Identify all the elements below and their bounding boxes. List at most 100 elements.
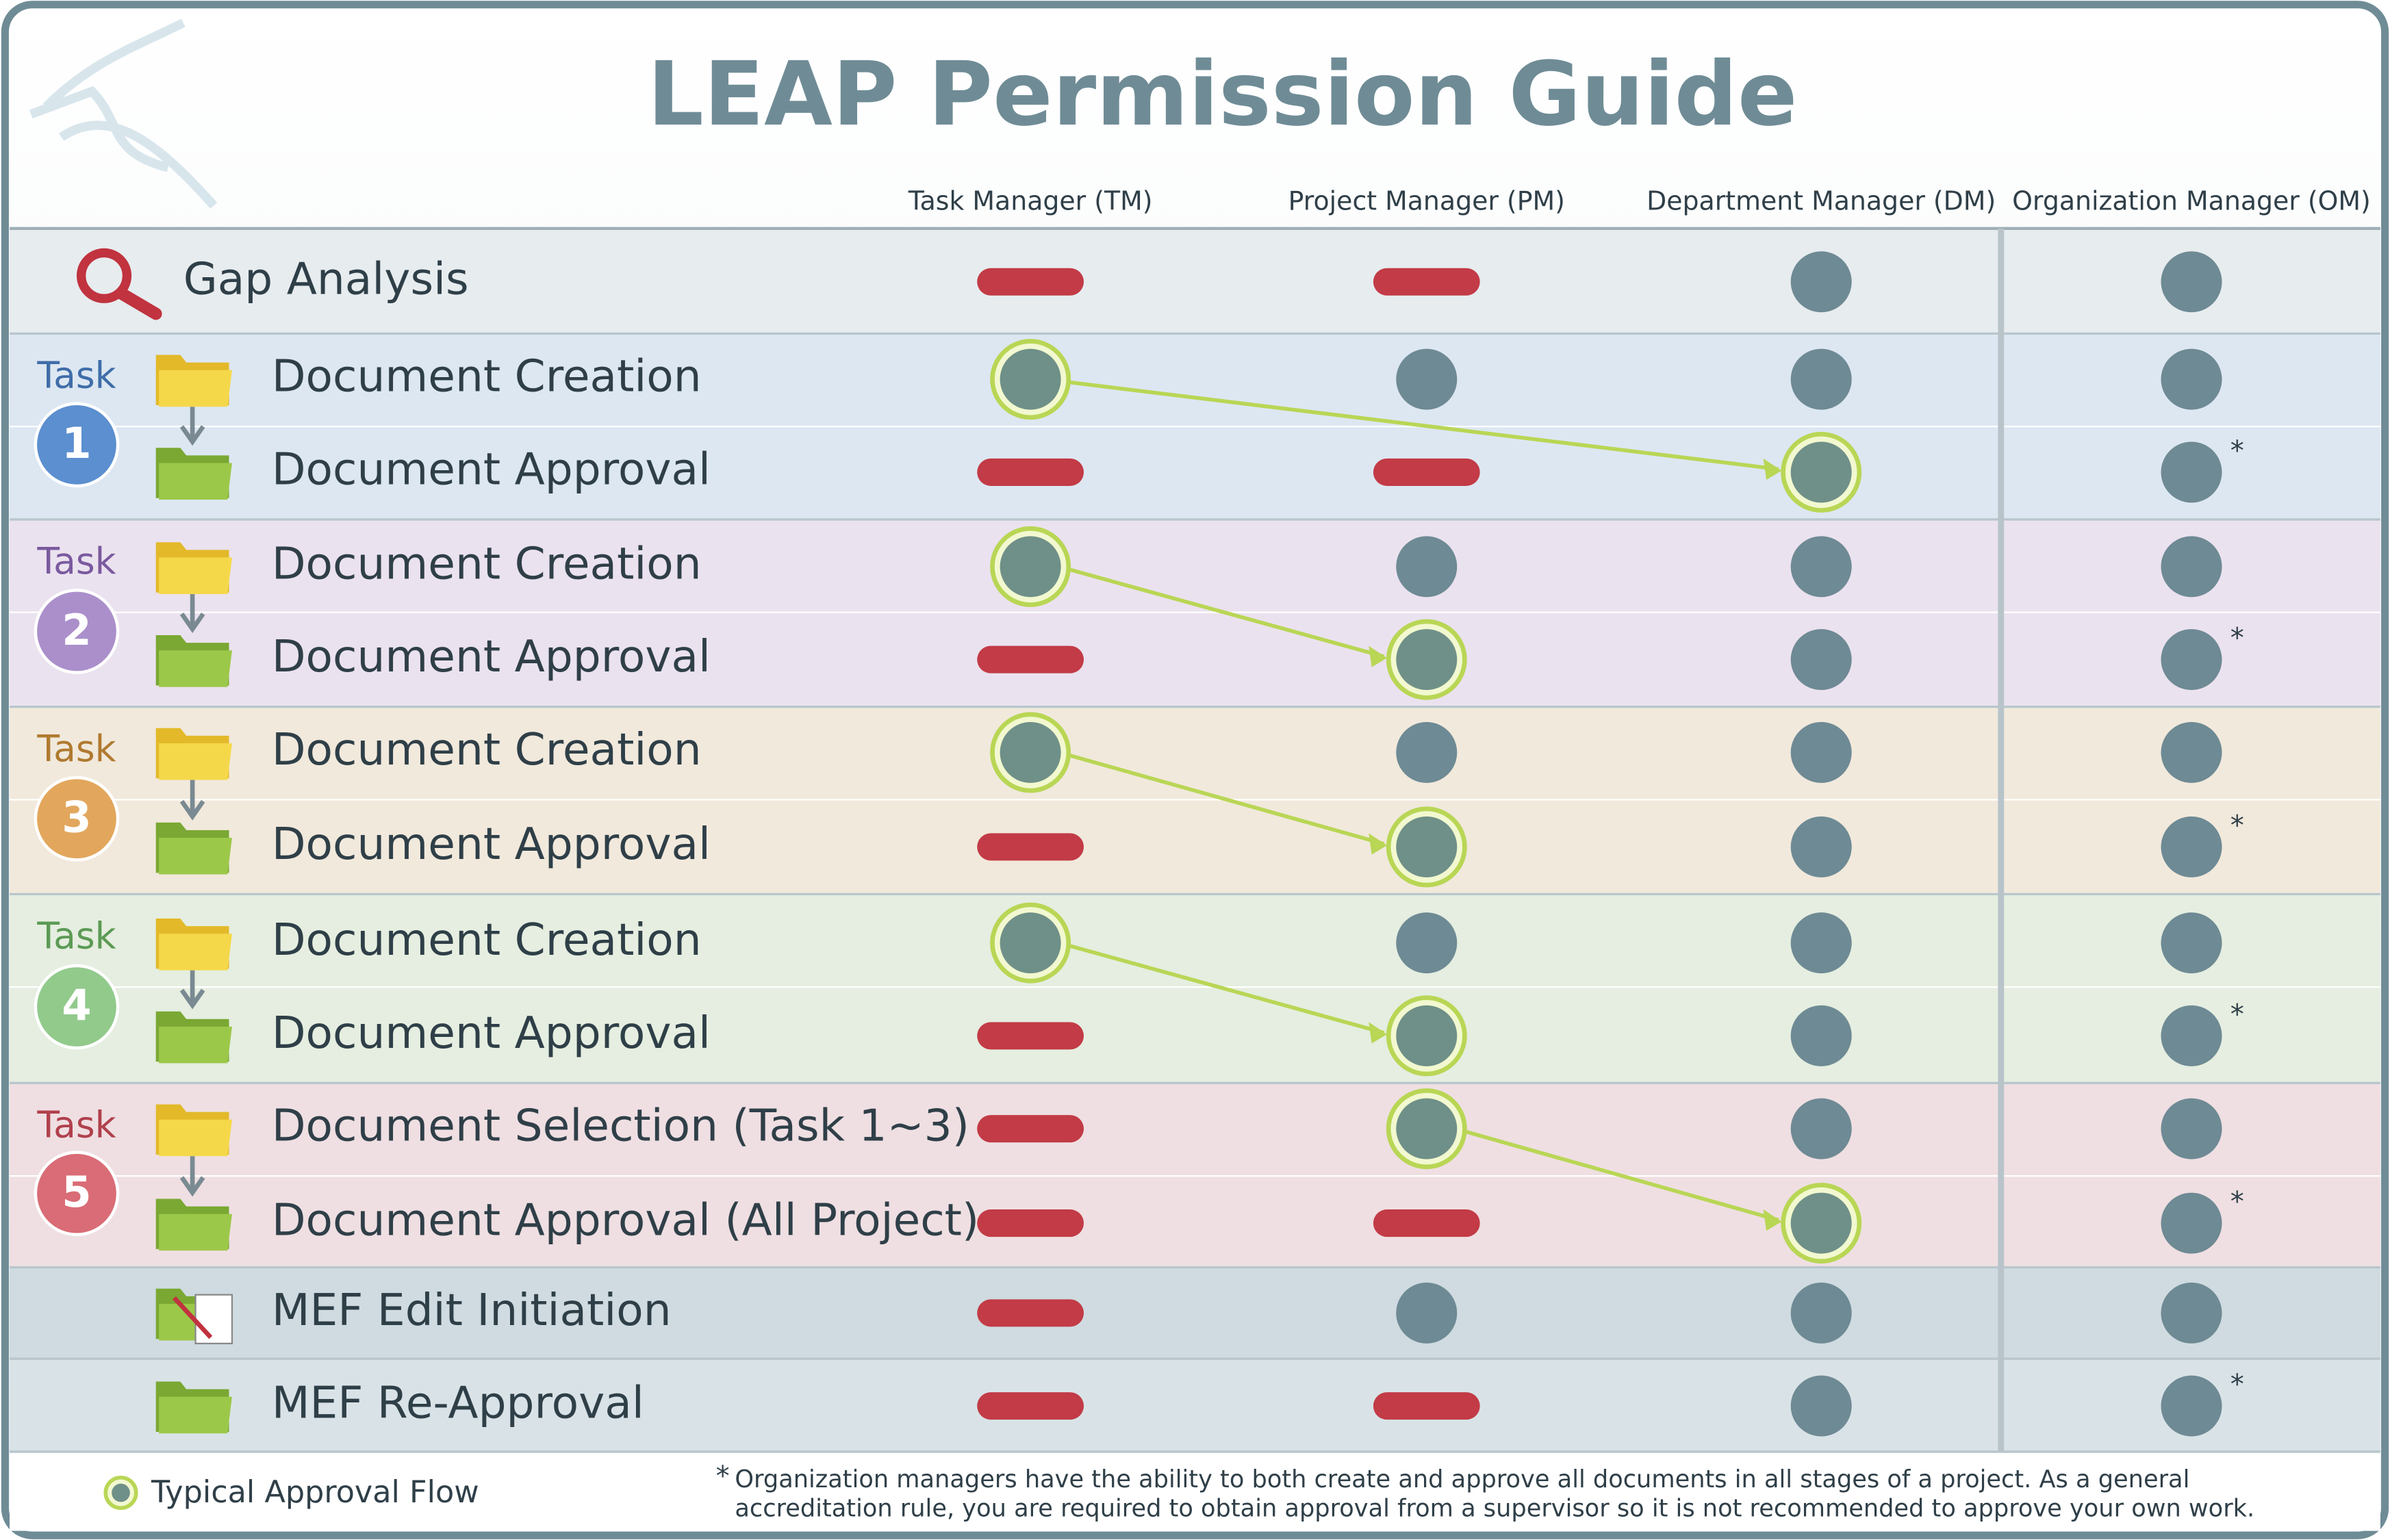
om-asterisk: * bbox=[2230, 1369, 2244, 1400]
flow-arrow bbox=[179, 407, 205, 446]
row-label: Document Approval bbox=[272, 631, 711, 682]
approval-flow-head bbox=[1369, 1022, 1387, 1044]
row-label: Document Selection (Task 1~3) bbox=[272, 1101, 969, 1152]
flow-arrow bbox=[179, 593, 205, 633]
folder-front bbox=[159, 1214, 232, 1251]
legend-label: Typical Approval Flow bbox=[151, 1475, 479, 1510]
task-band bbox=[10, 894, 2380, 1083]
magnifier-handle bbox=[116, 287, 162, 320]
om-asterisk: * bbox=[2230, 810, 2244, 841]
allowed-dot bbox=[2161, 251, 2222, 313]
denied-bar bbox=[977, 268, 1084, 296]
denied-bar bbox=[1373, 1209, 1480, 1237]
allowed-dot bbox=[1000, 536, 1061, 598]
row-label: Document Approval bbox=[272, 444, 711, 495]
row-band bbox=[10, 1267, 2380, 1359]
task-number: 5 bbox=[62, 1167, 91, 1217]
column-header: Organization Manager (OM) bbox=[2012, 185, 2371, 216]
task-badge bbox=[34, 402, 120, 488]
task-badge bbox=[34, 964, 120, 1050]
task-word: Task bbox=[36, 727, 116, 770]
task-word: Task bbox=[36, 914, 116, 958]
denied-bar bbox=[1373, 268, 1480, 296]
flow-arrow bbox=[179, 970, 205, 1010]
allowed-dot bbox=[1790, 1192, 1852, 1254]
task-number: 1 bbox=[62, 418, 91, 468]
denied-bar bbox=[1373, 458, 1480, 486]
flow-arrow bbox=[179, 780, 205, 821]
folder-front bbox=[159, 370, 232, 407]
denied-bar bbox=[977, 1392, 1084, 1420]
edit-sheet bbox=[194, 1294, 233, 1345]
folder-front bbox=[159, 934, 232, 971]
denied-bar bbox=[977, 1299, 1084, 1327]
om-asterisk: * bbox=[2230, 999, 2244, 1030]
title: LEAP Permission Guide bbox=[648, 43, 1798, 146]
task-word: Task bbox=[36, 1103, 116, 1146]
allowed-dot bbox=[2161, 721, 2222, 783]
allowed-dot bbox=[2161, 1375, 2222, 1437]
task-band bbox=[10, 706, 2380, 895]
om-asterisk: * bbox=[2230, 623, 2244, 654]
allowed-dot bbox=[1396, 912, 1458, 974]
task-badge bbox=[34, 589, 120, 674]
allowed-dot bbox=[1396, 816, 1458, 877]
denied-bar bbox=[1373, 1392, 1480, 1420]
allowed-dot bbox=[2161, 912, 2222, 974]
allowed-dot bbox=[1790, 721, 1852, 783]
task-number: 3 bbox=[62, 793, 91, 843]
allowed-dot bbox=[1396, 1005, 1458, 1066]
magnifier-lens bbox=[76, 248, 132, 303]
allowed-dot bbox=[1790, 1375, 1852, 1437]
row-label: Gap Analysis bbox=[183, 253, 469, 305]
allowed-dot bbox=[1790, 1005, 1852, 1066]
allowed-dot bbox=[1790, 1282, 1852, 1344]
folder-front bbox=[159, 743, 232, 780]
om-asterisk: * bbox=[2230, 435, 2244, 467]
folder-front bbox=[159, 463, 232, 500]
allowed-dot bbox=[2161, 1282, 2222, 1344]
row-label: Document Creation bbox=[272, 914, 702, 966]
allowed-dot bbox=[1000, 912, 1061, 974]
edit-pen bbox=[172, 1296, 213, 1339]
denied-bar bbox=[977, 1209, 1084, 1237]
allowed-dot bbox=[1396, 1282, 1458, 1344]
allowed-dot bbox=[1396, 348, 1458, 410]
footnote-line: Organization managers have the ability t… bbox=[735, 1465, 2189, 1493]
folder-front bbox=[159, 1396, 232, 1434]
allowed-dot bbox=[1790, 251, 1852, 313]
approval-flow-head bbox=[1763, 458, 1782, 480]
approval-flow-line bbox=[1069, 380, 1779, 472]
approval-flow-head bbox=[1763, 1209, 1782, 1231]
allowed-dot bbox=[2161, 1005, 2222, 1066]
allowed-dot bbox=[1790, 629, 1852, 691]
row-label: Document Creation bbox=[272, 724, 702, 775]
legend-dot bbox=[112, 1483, 130, 1502]
denied-bar bbox=[977, 1115, 1084, 1143]
row-label: Document Creation bbox=[272, 351, 702, 402]
allowed-dot bbox=[2161, 348, 2222, 410]
footnote-line: accreditation rule, you are required to … bbox=[735, 1494, 2254, 1522]
approval-flow-head bbox=[1369, 833, 1387, 855]
column-header: Task Manager (TM) bbox=[908, 185, 1153, 216]
folder-front bbox=[159, 1119, 232, 1157]
approval-flow-line bbox=[1069, 754, 1385, 846]
allowed-dot bbox=[1790, 348, 1852, 410]
logo bbox=[29, 18, 218, 209]
approval-flow-line bbox=[1069, 944, 1385, 1035]
row-label: Document Approval bbox=[272, 1008, 711, 1059]
task-word: Task bbox=[36, 354, 116, 397]
allowed-dot bbox=[1000, 348, 1061, 410]
footnote-asterisk: * bbox=[716, 1461, 730, 1492]
allowed-dot bbox=[1790, 912, 1852, 974]
approval-flow-head bbox=[1369, 645, 1387, 667]
allowed-dot bbox=[2161, 629, 2222, 691]
folder-front bbox=[159, 557, 232, 594]
denied-bar bbox=[977, 1022, 1084, 1050]
folder-front bbox=[159, 650, 232, 687]
allowed-dot bbox=[1396, 1098, 1458, 1159]
approval-flow-line bbox=[1465, 1129, 1779, 1222]
footer-band bbox=[10, 1453, 2380, 1531]
allowed-dot bbox=[1790, 441, 1852, 503]
